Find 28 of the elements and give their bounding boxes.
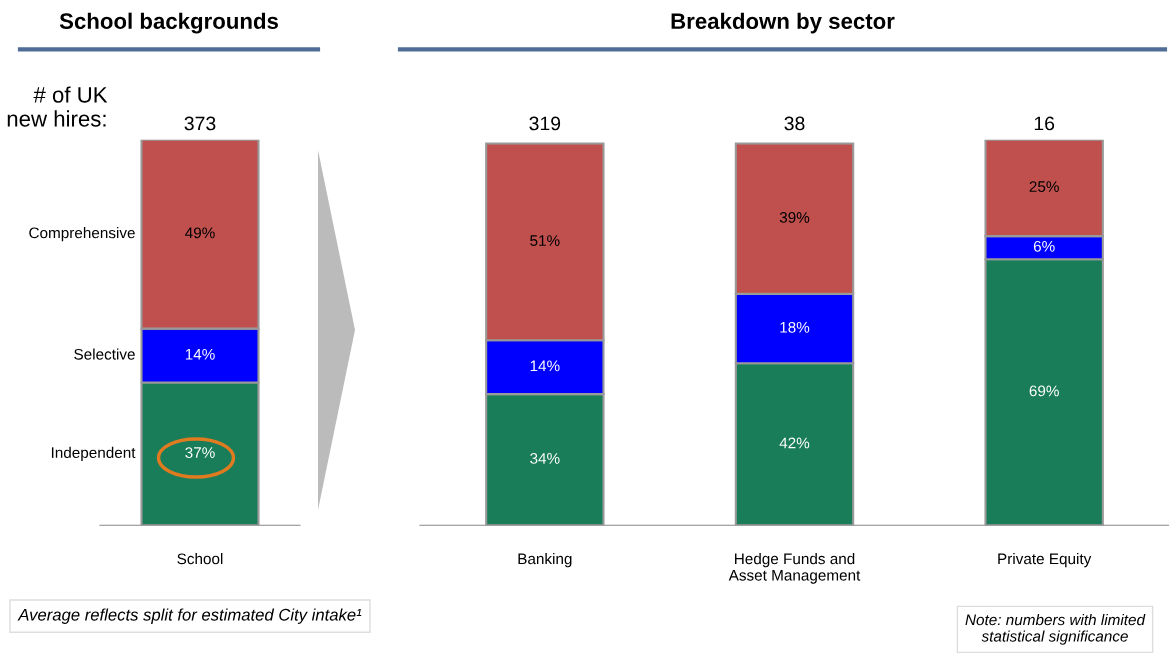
data-label: 37% [185, 447, 215, 458]
data-label: 42% [779, 437, 810, 449]
data-label: 25% [1029, 181, 1059, 192]
data-label: 18% [780, 321, 810, 333]
x-tick-label: School [177, 553, 223, 565]
data-label: 6% [1033, 240, 1055, 252]
data-label: 39% [779, 212, 810, 223]
data-label: 51% [530, 235, 560, 246]
annotation: 373 [184, 116, 216, 131]
x-tick-label: Banking [518, 553, 572, 568]
data-label: 49% [185, 227, 215, 239]
annotation: 38 [784, 116, 805, 131]
chart-title: School backgrounds [59, 12, 278, 34]
chart-title: Breakdown by sector [671, 12, 895, 34]
data-label: 14% [185, 348, 215, 360]
data-label: 34% [530, 452, 560, 464]
series-label: Independent [51, 446, 136, 462]
data-label: 69% [1029, 385, 1059, 397]
data-label: 14% [530, 360, 560, 372]
annotation: 319 [529, 116, 561, 131]
series-label: Selective [74, 348, 135, 360]
x-tick-label: Hedge Funds and Asset Management [728, 553, 861, 584]
series-label: Comprehensive [29, 227, 135, 242]
text: # of UK new hires: [7, 86, 108, 127]
x-tick-label: Private Equity [998, 553, 1092, 568]
annotation: 16 [1034, 116, 1055, 131]
text: Average reflects split for estimated City intake¹ [17, 608, 362, 624]
text: Note: numbers with limited statistical significance [965, 614, 1146, 645]
